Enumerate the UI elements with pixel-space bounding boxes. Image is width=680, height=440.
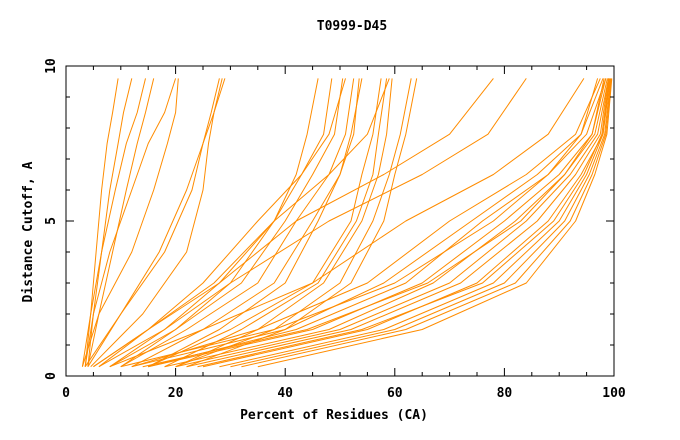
series-line-m1	[84, 78, 119, 367]
tick-labels: 0 20 40 60 80 100 0 5 10	[44, 58, 626, 401]
series-line-m18	[164, 78, 388, 368]
y-tick-label: 10	[44, 58, 59, 74]
series-line-m6	[81, 78, 179, 367]
x-tick-label: 0	[62, 386, 70, 401]
series-line-m34	[219, 78, 611, 368]
series-line-m23	[93, 78, 494, 368]
series-line-m32	[186, 78, 609, 368]
series-line-m35	[230, 78, 612, 368]
series-line-m26	[131, 78, 601, 368]
series-line-m38	[120, 78, 599, 368]
ticks	[65, 65, 615, 377]
series-line-m3	[81, 78, 146, 367]
x-tick-label: 20	[168, 386, 184, 401]
x-tick-label: 80	[497, 386, 513, 401]
series-line-m30	[164, 78, 608, 368]
y-tick-label: 5	[44, 217, 59, 225]
series-line-m37	[257, 78, 613, 368]
series-line-m31	[175, 78, 609, 368]
x-tick-label: 100	[602, 386, 626, 401]
y-axis-label: Distance Cutoff, A	[21, 161, 36, 302]
series-line-m40	[197, 78, 610, 368]
series-line-m5	[84, 78, 177, 367]
x-tick-label: 40	[277, 386, 293, 401]
x-axis-label: Percent of Residues (CA)	[240, 408, 428, 423]
series-line-m28	[148, 78, 607, 368]
series-line-m25	[109, 78, 585, 368]
series-line-m13	[120, 78, 344, 368]
series-line-m24	[98, 78, 527, 368]
series-line-m10	[98, 78, 346, 368]
y-tick-label: 0	[44, 372, 59, 380]
plot-lines	[81, 78, 613, 368]
chart-title: T0999-D45	[317, 19, 387, 34]
series-line-m17	[147, 78, 382, 368]
series-line-m36	[241, 78, 612, 368]
series-line-m16	[147, 78, 363, 368]
series-line-m4	[87, 78, 155, 367]
series-line-m39	[142, 78, 605, 368]
series-line-m9	[90, 78, 226, 368]
series-line-m33	[202, 78, 611, 368]
x-tick-label: 60	[387, 386, 403, 401]
series-line-m27	[131, 78, 604, 368]
series-line-m2	[87, 78, 133, 367]
